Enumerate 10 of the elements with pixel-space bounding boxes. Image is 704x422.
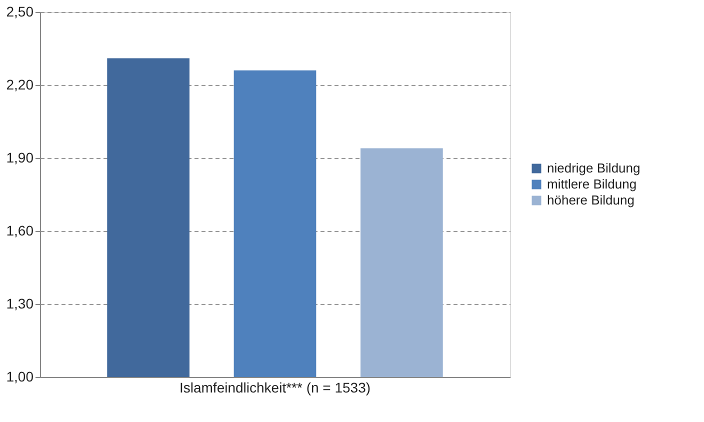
y-tick-label: 2,20 — [6, 76, 34, 92]
legend-label: höhere Bildung — [547, 192, 634, 208]
y-tick-label: 1,30 — [6, 296, 34, 312]
y-tick-label: 2,50 — [6, 4, 34, 20]
y-tick-label: 1,90 — [6, 150, 34, 166]
x-tick-label: Islamfeindlichkeit*** (n = 1533) — [179, 380, 371, 396]
legend-label: niedrige Bildung — [547, 160, 640, 176]
y-tick-label: 1,60 — [6, 222, 34, 238]
y-tick-label: 1,00 — [6, 368, 34, 384]
legend-label: mittlere Bildung — [547, 176, 637, 192]
